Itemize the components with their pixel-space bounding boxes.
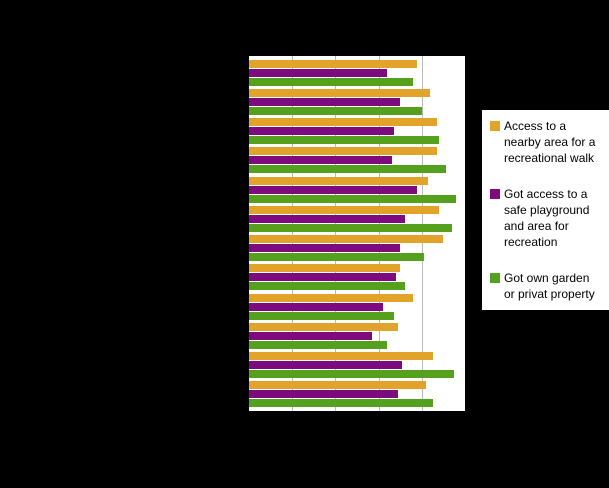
gridline xyxy=(378,56,380,411)
bar xyxy=(249,194,457,203)
bar xyxy=(249,331,373,340)
bar xyxy=(249,311,394,320)
bar xyxy=(249,352,433,361)
bar xyxy=(249,156,392,165)
legend-item-recreational-walk: Access to a nearby area for a recreation… xyxy=(490,118,601,166)
bar xyxy=(249,106,422,115)
bar-group xyxy=(249,263,465,292)
gridline xyxy=(421,56,423,411)
legend-swatch-purple xyxy=(490,189,500,199)
bar xyxy=(249,136,440,145)
bar xyxy=(249,282,405,291)
bar xyxy=(249,253,424,262)
bar-group xyxy=(249,146,465,175)
gridline xyxy=(335,56,337,411)
bar-group xyxy=(249,351,465,380)
gridline xyxy=(292,56,294,411)
bar-group xyxy=(249,58,465,87)
bar xyxy=(249,235,444,244)
bar xyxy=(249,370,455,379)
bar xyxy=(249,273,396,282)
bar xyxy=(249,302,383,311)
bar-group xyxy=(249,292,465,321)
bar xyxy=(249,88,431,97)
legend-label: Got own garden or privat property xyxy=(504,271,595,301)
bar xyxy=(249,176,429,185)
bar-group xyxy=(249,204,465,233)
bar xyxy=(249,165,446,174)
bar xyxy=(249,59,418,68)
bar xyxy=(249,293,414,302)
bar-group xyxy=(249,175,465,204)
bar xyxy=(249,97,401,106)
bar xyxy=(249,322,399,331)
bar xyxy=(249,205,440,214)
bar xyxy=(249,244,401,253)
bar xyxy=(249,68,388,77)
bar xyxy=(249,147,437,156)
legend-label: Got access to a safe playground and area… xyxy=(504,187,590,249)
bar-group xyxy=(249,87,465,116)
bar-groups xyxy=(249,56,465,411)
bar-group xyxy=(249,321,465,350)
bar-group xyxy=(249,380,465,409)
bar-group xyxy=(249,117,465,146)
legend-swatch-orange xyxy=(490,121,500,131)
bar-group xyxy=(249,234,465,263)
bar xyxy=(249,264,401,273)
legend-item-safe-playground: Got access to a safe playground and area… xyxy=(490,186,601,250)
bar xyxy=(249,127,394,136)
chart-legend: Access to a nearby area for a recreation… xyxy=(482,110,609,310)
legend-swatch-green xyxy=(490,273,500,283)
bar xyxy=(249,214,405,223)
bar xyxy=(249,390,399,399)
bar xyxy=(249,118,437,127)
bar xyxy=(249,399,433,408)
gridlines xyxy=(249,56,465,411)
bar xyxy=(249,185,418,194)
legend-item-own-garden: Got own garden or privat property xyxy=(490,270,601,302)
bar xyxy=(249,77,414,86)
bar xyxy=(249,223,453,232)
bar xyxy=(249,340,388,349)
bar xyxy=(249,361,403,370)
bar xyxy=(249,381,427,390)
plot-area xyxy=(248,55,466,412)
legend-label: Access to a nearby area for a recreation… xyxy=(504,119,596,165)
